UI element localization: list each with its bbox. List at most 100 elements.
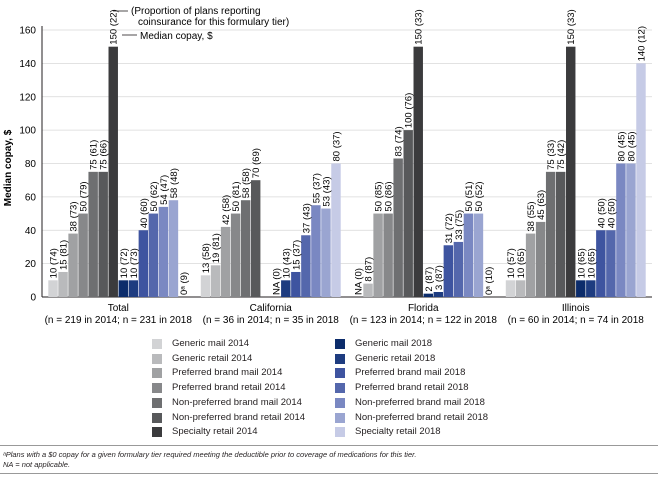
bar: [158, 206, 169, 297]
legend-label: Generic retail 2018: [355, 352, 436, 364]
bar-label: 80 (37): [331, 131, 342, 161]
bar-label: 10 (74): [49, 248, 60, 278]
legend-label: Preferred brand mail 2014: [172, 367, 283, 379]
bar: [108, 46, 118, 297]
bar: [566, 46, 576, 297]
bar-label: 2 (87): [424, 267, 435, 292]
bar-label: 50 (86): [384, 181, 395, 211]
bar-label: 58 (58): [241, 168, 252, 198]
bar: [535, 221, 546, 297]
bar: [586, 280, 596, 297]
bar: [88, 171, 98, 297]
bar: [78, 213, 88, 297]
bar: [413, 46, 423, 297]
footnote-na: NA = not applicable.: [3, 460, 71, 469]
bar-label: 50 (51): [464, 181, 475, 211]
bar-label: 10 (65): [586, 248, 597, 278]
bar: [545, 171, 556, 297]
bar: [220, 226, 231, 297]
bar: [210, 265, 221, 297]
x-tick-label: California: [250, 303, 293, 314]
bar: [393, 158, 403, 297]
bar: [311, 205, 321, 297]
bar: [443, 245, 454, 297]
legend-swatch: [152, 397, 162, 408]
x-tick-sublabel: (n = 123 in 2014; n = 122 in 2018: [350, 315, 498, 326]
y-tick-label: 60: [25, 192, 37, 203]
bar-label: 15 (37): [291, 240, 302, 270]
legend-swatch: [152, 339, 162, 349]
bar: [331, 163, 341, 297]
annotations: (Proportion of plans reporting coinsuran…: [113, 6, 289, 42]
bar-label: 150 (33): [414, 9, 425, 44]
bar: [576, 280, 586, 297]
bar-label: 100 (76): [404, 93, 415, 128]
legend-swatch: [335, 427, 345, 438]
legend-label: Preferred brand retail 2018: [355, 382, 469, 394]
bar-label: 40 (50): [596, 198, 607, 228]
y-tick-label: 160: [19, 26, 36, 37]
bar: [473, 213, 484, 297]
bar: [291, 271, 301, 297]
bar-label: 50 (62): [149, 181, 160, 211]
bar-label: 55 (37): [311, 173, 322, 203]
legend-label: Specialty retail 2014: [172, 426, 258, 438]
legend-swatch: [335, 383, 345, 394]
y-axis: 0 20 40 60 80 100 120 140 160: [19, 26, 43, 304]
bar: [373, 213, 383, 297]
x-axis: Total(n = 219 in 2014; n = 231 in 2018 Ca…: [45, 303, 645, 326]
legend-label: Preferred brand mail 2018: [355, 367, 466, 379]
bar-label: 38 (73): [69, 201, 80, 231]
bar-label: 58 (48): [169, 168, 180, 198]
bar-label: 150 (22): [109, 9, 120, 44]
bar-label: 10 (65): [576, 248, 587, 278]
proportion-annotation-line1: (Proportion of plans reporting: [131, 6, 261, 17]
bar-label: 10 (57): [506, 248, 517, 278]
bar-label: 10 (73): [129, 248, 140, 278]
bar: [383, 213, 393, 297]
bar: [403, 130, 413, 297]
proportion-annotation-line2: coinsurance for this formulary tier): [138, 17, 289, 28]
legend-swatch: [152, 383, 162, 394]
bar: [555, 171, 566, 297]
bar: [138, 230, 149, 297]
footnote-a: ᵃPlans with a $0 copay for a given formu…: [3, 450, 417, 459]
y-tick-label: 120: [19, 92, 36, 103]
bar-label: 13 (58): [201, 243, 212, 273]
y-tick-label: 100: [19, 126, 36, 137]
bar-label: 8 (87): [364, 257, 375, 282]
bar: [515, 280, 526, 297]
bar-label: 3 (87): [434, 265, 445, 290]
bar-label: 50 (81): [231, 181, 242, 211]
bar: [301, 235, 311, 297]
bar-label: 70 (69): [251, 148, 262, 178]
x-tick-label: Total: [108, 303, 129, 314]
bar: [128, 280, 139, 297]
bar-label: 37 (43): [301, 203, 312, 233]
bar-label: 150 (33): [566, 9, 577, 44]
bar-labels: 10 (74) 15 (81) 38 (73)50 (79) 75 (61) 75 (6…: [49, 9, 648, 295]
bar: [423, 293, 433, 297]
bar: [148, 213, 159, 297]
bar-label: 40 (50): [606, 198, 617, 228]
y-tick-label: 20: [25, 259, 37, 270]
bar-label: 75 (33): [546, 140, 557, 170]
x-tick-sublabel: (n = 219 in 2014; n = 231 in 2018: [45, 315, 193, 326]
legend-swatch: [335, 339, 345, 349]
bar-label: 19 (81): [211, 233, 222, 263]
bar-label: 140 (12): [636, 26, 647, 61]
bar-label: 50 (85): [374, 181, 385, 211]
bar-label: 83 (74): [394, 126, 405, 156]
bar-label: 75 (61): [89, 140, 100, 170]
y-tick-label: 0: [30, 293, 36, 304]
legend-label: Generic mail 2014: [172, 338, 250, 349]
legend-swatch: [335, 412, 345, 423]
bar-label: 10 (72): [119, 248, 130, 278]
bar-label: 75 (66): [99, 140, 110, 170]
x-tick-label: Illinois: [562, 303, 590, 314]
legend-label: Specialty retail 2018: [355, 426, 441, 438]
bar: [636, 63, 646, 297]
bar-label: 10 (43): [281, 248, 292, 278]
bar-label: 50 (79): [79, 181, 90, 211]
bar-label: NA (0): [271, 268, 282, 295]
